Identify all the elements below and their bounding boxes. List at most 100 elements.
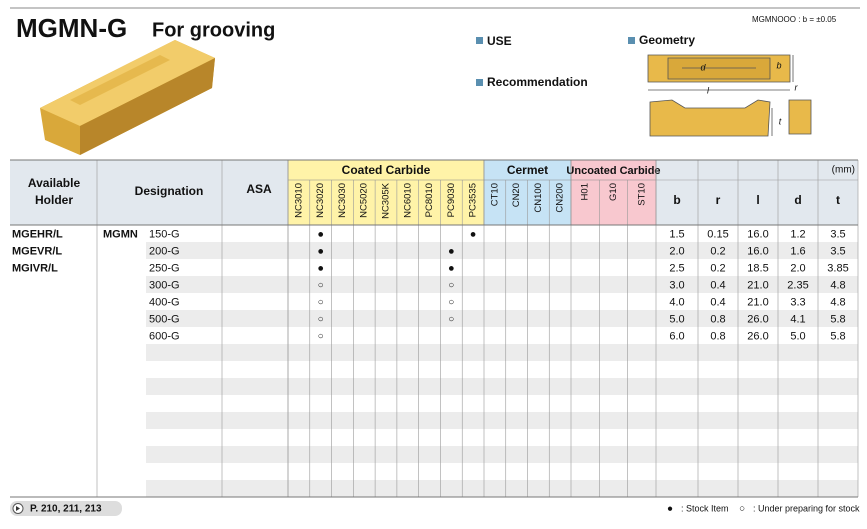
- row-stripe: [146, 446, 858, 463]
- dimension-value: 18.5: [747, 262, 768, 274]
- dimension-value: 21.0: [747, 279, 768, 291]
- grade-group-name: Coated Carbide: [342, 163, 431, 177]
- grade-name: G10: [608, 183, 619, 201]
- geometry-dim: d: [700, 62, 706, 72]
- designation: 150-G: [149, 228, 180, 240]
- grade-name: CT10: [489, 183, 500, 206]
- legend-symbol: ○: [739, 504, 745, 515]
- grade-group-name: Uncoated Carbide: [566, 165, 660, 177]
- grade-group-header: [570, 159, 657, 226]
- insert-image: [40, 40, 215, 155]
- dimension-header: l: [756, 193, 759, 207]
- designation: 300-G: [149, 279, 180, 291]
- dimension-value: 3.5: [830, 245, 845, 257]
- dimension-header: d: [794, 193, 801, 207]
- dimension-header: b: [673, 193, 680, 207]
- dimension-value: 16.0: [747, 228, 768, 240]
- designation-prefix: MGMN: [103, 228, 138, 240]
- stock-mark: ○: [318, 331, 324, 342]
- dimension-value: 0.4: [710, 279, 725, 291]
- column-header: ASA: [246, 182, 272, 196]
- column-header: Designation: [135, 184, 204, 198]
- dimension-value: 4.0: [669, 296, 684, 308]
- geometry-dim: b: [776, 60, 781, 70]
- row-stripe: [146, 276, 858, 293]
- row-stripe: [146, 242, 858, 259]
- tolerance-note: MGMNOOO : b = ±0.05: [752, 15, 837, 24]
- dimension-value: 4.8: [830, 296, 845, 308]
- dimension-value: 16.0: [747, 245, 768, 257]
- geometry-drawing: [647, 54, 812, 137]
- stock-mark: ○: [448, 314, 454, 325]
- stock-mark: ●: [470, 228, 477, 240]
- dimension-value: 2.35: [787, 279, 808, 291]
- footer-ref: [10, 501, 122, 516]
- row-stripe: [146, 412, 858, 429]
- stock-mark: ●: [448, 245, 455, 257]
- grade-name: CN100: [533, 183, 544, 213]
- designation: 400-G: [149, 296, 180, 308]
- use-label: USE: [487, 34, 512, 48]
- dimension-value: 5.0: [669, 313, 684, 325]
- column-header: Holder: [35, 193, 73, 207]
- grade-name: PC8010: [424, 183, 435, 217]
- grade-name: NC305K: [381, 182, 392, 219]
- holder: MGIVR/L: [12, 262, 58, 274]
- dimension-value: 5.0: [790, 330, 805, 342]
- geometry-dim: t: [779, 116, 782, 126]
- dimension-value: 2.5: [669, 262, 684, 274]
- dimension-value: 3.3: [790, 296, 805, 308]
- dimension-value: 1.2: [790, 228, 805, 240]
- stock-mark: ○: [318, 297, 324, 308]
- dimension-value: 0.8: [710, 330, 725, 342]
- dimension-value: 0.2: [710, 262, 725, 274]
- grade-name: NC3010: [293, 183, 304, 218]
- legend-label: : Stock Item: [681, 503, 729, 513]
- title: MGMN-G: [16, 13, 127, 43]
- legend-symbol: ●: [667, 504, 673, 515]
- page-ref: P. 210, 211, 213: [30, 504, 102, 515]
- subtitle: For grooving: [152, 19, 275, 41]
- row-stripe: [146, 344, 858, 361]
- bullet: [476, 79, 483, 86]
- bullet: [476, 37, 483, 44]
- holder: MGEHR/L: [12, 228, 63, 240]
- unit: (mm): [832, 165, 855, 176]
- stock-mark: ○: [318, 314, 324, 325]
- stock-mark: ●: [448, 262, 455, 274]
- legend-label: : Under preparing for stock: [753, 503, 860, 513]
- recommendation-label: Recommendation: [487, 75, 588, 89]
- grade-name: NC6010: [402, 183, 413, 218]
- bullet: [628, 37, 635, 44]
- geometry-label: Geometry: [639, 33, 695, 47]
- stock-mark: ○: [318, 280, 324, 291]
- grade-name: CN20: [511, 183, 522, 207]
- grade-name: PC3535: [468, 183, 479, 217]
- row-stripe: [146, 480, 858, 497]
- header-cell: [10, 160, 288, 225]
- dimension-value: 0.8: [710, 313, 725, 325]
- dimension-value: 0.15: [707, 228, 728, 240]
- dimension-value: 3.85: [827, 262, 848, 274]
- dimension-value: 2.0: [669, 245, 684, 257]
- stock-mark: ○: [448, 280, 454, 291]
- stock-mark: ●: [317, 245, 324, 257]
- dimension-value: 5.8: [830, 330, 845, 342]
- dimension-value: 3.5: [830, 228, 845, 240]
- stock-mark: ○: [448, 297, 454, 308]
- dimension-value: 4.1: [790, 313, 805, 325]
- header-cell: [656, 160, 858, 225]
- grade-name: NC3020: [315, 183, 326, 218]
- grade-name: H01: [580, 183, 591, 200]
- dimension-header: t: [836, 193, 840, 207]
- designation: 200-G: [149, 245, 180, 257]
- stock-mark: ●: [317, 228, 324, 240]
- holder: MGEVR/L: [12, 245, 62, 257]
- row-stripe: [146, 310, 858, 327]
- dimension-value: 21.0: [747, 296, 768, 308]
- geometry-dim: r: [795, 82, 799, 92]
- grade-name: NC3030: [337, 183, 348, 218]
- dimension-value: 2.0: [790, 262, 805, 274]
- grade-name: ST10: [636, 183, 647, 206]
